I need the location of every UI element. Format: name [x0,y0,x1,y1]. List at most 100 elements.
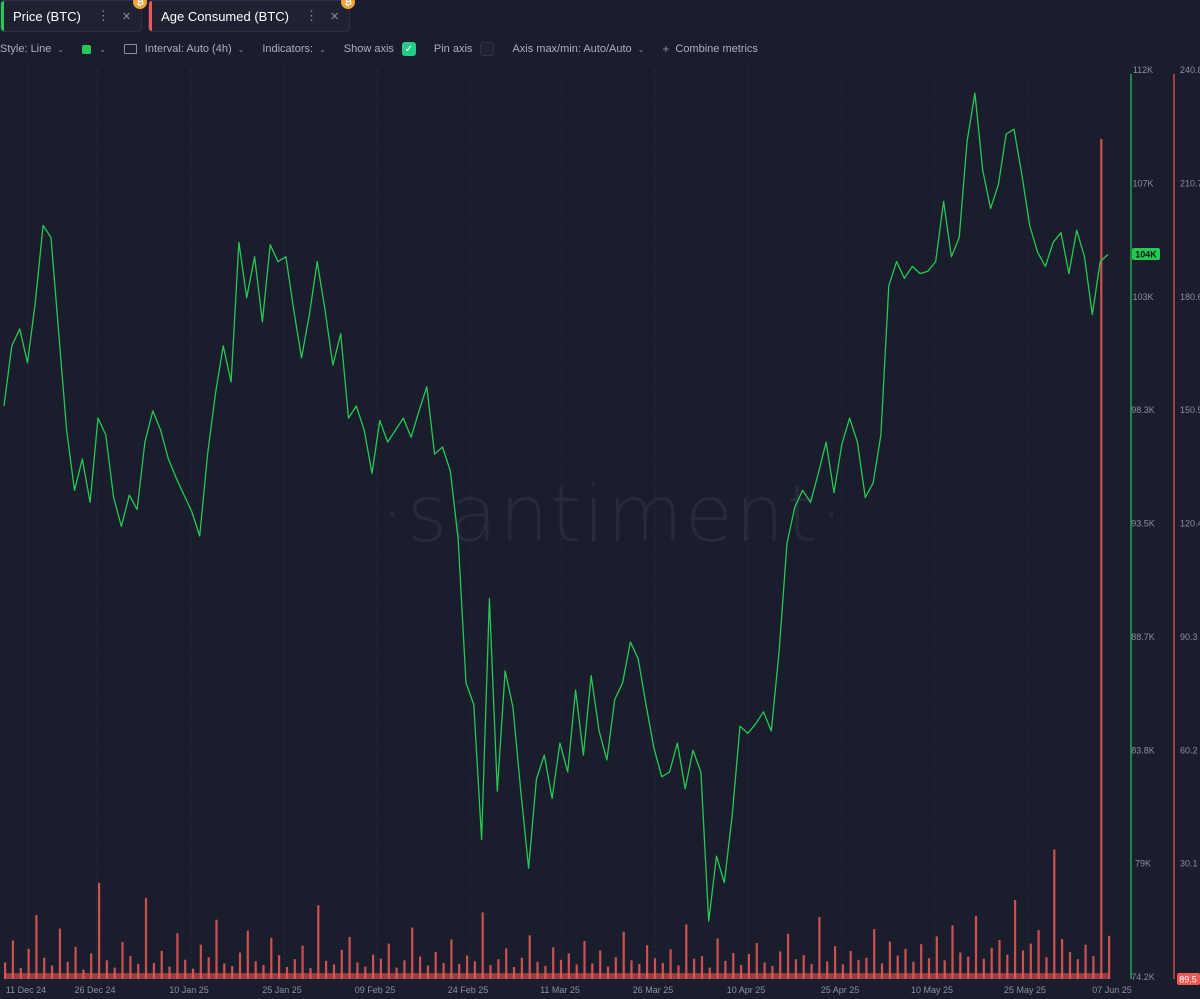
age-consumed-bar [1076,959,1079,979]
age-consumed-bar [207,957,210,979]
tab-price-btc[interactable]: Price (BTC) ⋮ ✕ ₿ [0,0,148,32]
age-consumed-bar [904,948,907,979]
age-consumed-bar [888,941,891,979]
age-consumed-bar [1006,954,1009,979]
style-dropdown[interactable]: Style: Line ⌄ [0,43,64,55]
age-consumed-bar [66,961,69,979]
bitcoin-icon: ₿ [133,0,148,9]
age-consumed-bar [700,956,704,979]
chevron-down-icon: ⌄ [57,44,65,54]
age-consumed-bar [834,946,837,979]
plus-icon: + [662,42,670,56]
age-consumed-bar [387,943,390,979]
age-consumed-bar [481,912,484,979]
age-consumed-bar [1092,956,1095,979]
age-consumed-bar [810,963,813,979]
age-axis-tick: 120.4 [1180,519,1200,529]
pin-axis-toggle[interactable]: Pin axis [434,42,495,56]
age-consumed-bar [1045,957,1048,979]
age-consumed-bar [935,936,938,979]
age-consumed-bar [364,966,367,979]
age-consumed-bar [646,945,649,979]
tab-label: Age Consumed (BTC) [161,8,289,24]
age-consumed-bar [826,961,829,979]
x-tick-label: 11 Dec 24 [6,985,46,995]
price-axis-tick: 103K [1132,292,1153,302]
x-tick-label: 09 Feb 25 [355,985,396,995]
age-consumed-bar [137,963,140,979]
calendar-icon [123,44,137,54]
age-consumed-bar [951,925,954,979]
age-consumed-bar [865,957,868,979]
x-tick-label: 10 Jan 25 [169,985,209,995]
age-consumed-bar [990,947,993,979]
price-line [3,92,1109,922]
bitcoin-icon: ₿ [341,0,356,9]
age-consumed-bar [693,958,696,979]
checkbox-checked-icon[interactable]: ✓ [401,42,416,56]
tab-color-stripe [1,1,4,31]
close-icon[interactable]: ✕ [330,10,340,23]
combine-label: Combine metrics [675,43,758,55]
age-consumed-bar [685,924,688,979]
x-tick-label: 25 Apr 25 [821,985,860,995]
price-axis-tick: 93.5K [1131,519,1155,529]
age-consumed-bar [1037,930,1040,979]
interval-dropdown[interactable]: Interval: Auto (4h) ⌄ [123,43,244,55]
price-axis-tick: 88.7K [1131,632,1155,642]
chevron-down-icon: ⌄ [319,44,326,54]
age-consumed-bar [27,948,30,979]
age-consumed-bar [1021,950,1025,979]
color-picker[interactable]: ⌄ [82,44,106,54]
age-consumed-bar [325,960,328,979]
age-consumed-bar [771,966,774,979]
age-consumed-bar [379,958,382,979]
age-consumed-bar [959,952,962,979]
age-consumed-bar [340,949,343,979]
age-consumed-bar [998,940,1001,979]
watermark: ·santiment· [380,470,846,560]
age-consumed-bar [1068,952,1072,979]
age-consumed-bar [1084,944,1087,979]
age-consumed-bar [129,956,132,979]
age-consumed-bar [35,915,38,979]
age-consumed-bar [301,945,304,979]
close-icon[interactable]: ✕ [121,10,132,23]
age-consumed-bar [520,957,523,979]
age-consumed-bar [466,955,469,979]
age-consumed-bar [505,948,508,979]
age-consumed-bar [779,951,782,979]
age-consumed-bar [599,950,602,979]
more-options-icon[interactable]: ⋮ [96,8,110,23]
x-tick-label: 26 Mar 25 [633,985,674,995]
age-consumed-bar [716,938,719,979]
age-consumed-bar [223,963,226,979]
age-consumed-bar [246,930,249,979]
indicators-dropdown[interactable]: Indicators: ⌄ [262,43,325,55]
tab-age-consumed-btc[interactable]: Age Consumed (BTC) ⋮ ✕ ₿ [148,0,356,32]
style-label: Style: Line [0,43,52,55]
age-consumed-bar [270,937,273,979]
price-axis-tick: 112K [1133,65,1153,75]
x-tick-label: 10 May 25 [911,985,953,995]
age-consumed-bar [575,964,578,979]
age-consumed-bar [732,953,735,979]
age-consumed-bar [231,966,234,979]
more-options-icon[interactable]: ⋮ [305,8,318,23]
checkbox-unchecked-icon[interactable] [480,42,495,56]
age-consumed-bar [920,944,923,979]
combine-metrics-button[interactable]: + Combine metrics [662,42,758,56]
age-consumed-bar [841,964,844,979]
axis-maxmin-dropdown[interactable]: Axis max/min: Auto/Auto ⌄ [512,43,644,55]
age-consumed-bar [348,936,351,979]
age-consumed-bar [317,905,320,979]
age-consumed-bar [121,942,124,979]
show-axis-toggle[interactable]: Show axis ✓ [344,42,416,56]
current-age-label: 89.5 [1179,975,1197,985]
age-consumed-bar [98,882,101,979]
age-axis-tick: 90.3 [1180,632,1198,642]
chevron-down-icon: ⌄ [99,44,106,54]
age-consumed-bar [489,965,492,979]
age-consumed-bar [74,946,77,979]
price-chart[interactable]: 11 Dec 24 26 Dec 24 10 Jan 25 25 Jan 25 09 F… [0,64,1200,999]
